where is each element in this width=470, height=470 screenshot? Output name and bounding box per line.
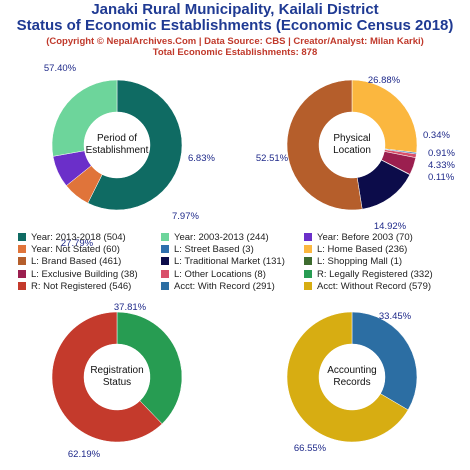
legend-item: Acct: Without Record (579)	[304, 281, 431, 292]
legend-label: L: Traditional Market (131)	[174, 256, 285, 267]
donut-2-percent-label-1: 26.88%	[368, 75, 401, 86]
legend-item: R: Not Registered (546)	[18, 281, 131, 292]
legend-item: L: Home Based (236)	[304, 244, 407, 255]
donut-1-percent-label-2: 6.83%	[188, 153, 215, 164]
legend-label: Acct: Without Record (579)	[317, 281, 431, 292]
donut-4-percent-label-2: 66.55%	[294, 443, 327, 454]
legend-swatch	[18, 270, 26, 278]
legend-label: L: Shopping Mall (1)	[317, 256, 402, 267]
donut-2-percent-label-7: 52.51%	[256, 153, 289, 164]
legend-swatch	[18, 282, 26, 290]
donut-3-percent-label-2: 62.19%	[68, 449, 101, 460]
legend-label: R: Not Registered (546)	[31, 281, 131, 292]
donut-3-center-label: Registration	[90, 365, 143, 376]
donut-2-percent-label-4: 4.33%	[428, 160, 455, 171]
legend-swatch	[161, 245, 169, 253]
legend-label: Year: 2013-2018 (504)	[31, 232, 126, 243]
donut-4-center-label: Records	[333, 377, 370, 388]
legend-item: Year: 2013-2018 (504)	[18, 232, 126, 243]
legend-label: Acct: With Record (291)	[174, 281, 275, 292]
legend-swatch	[161, 233, 169, 241]
donut-1-percent-label-1: 57.40%	[44, 63, 77, 74]
legend-label: L: Exclusive Building (38)	[31, 269, 138, 280]
legend-item: R: Legally Registered (332)	[304, 269, 433, 280]
donut-1-center-label: Establishment	[86, 145, 149, 156]
legend-swatch	[18, 257, 26, 265]
donut-1-center-label: Period of	[97, 133, 137, 144]
legend-item: L: Shopping Mall (1)	[304, 256, 402, 267]
legend-swatch	[161, 282, 169, 290]
legend-item: L: Exclusive Building (38)	[18, 269, 138, 280]
legend-swatch	[161, 257, 169, 265]
legend-item: Year: Before 2003 (70)	[304, 232, 413, 243]
legend-item: L: Traditional Market (131)	[161, 256, 285, 267]
donut-4-percent-label-1: 33.45%	[379, 311, 412, 322]
donut-2-percent-label-2: 0.34%	[423, 130, 450, 141]
legend-label: R: Legally Registered (332)	[317, 269, 433, 280]
legend-swatch	[304, 257, 312, 265]
donut-1-percent-label-3: 7.97%	[172, 211, 199, 222]
legend-item: L: Brand Based (461)	[18, 256, 121, 267]
legend-label: Year: Not Stated (60)	[31, 244, 120, 255]
legend-item: L: Other Locations (8)	[161, 269, 266, 280]
legend-label: Year: 2003-2013 (244)	[174, 232, 269, 243]
legend-item: Year: Not Stated (60)	[18, 244, 120, 255]
legend-item: Year: 2003-2013 (244)	[161, 232, 269, 243]
donut-2-percent-label-3: 0.91%	[428, 148, 455, 159]
donut-2-center-label: Location	[333, 145, 371, 156]
donut-2-center-label: Physical	[333, 133, 370, 144]
legend-swatch	[304, 282, 312, 290]
donut-3-center-label: Status	[103, 377, 131, 388]
legend-item: L: Street Based (3)	[161, 244, 254, 255]
legend-label: L: Home Based (236)	[317, 244, 407, 255]
legend-label: Year: Before 2003 (70)	[317, 232, 413, 243]
legend-item: Acct: With Record (291)	[161, 281, 275, 292]
legend-swatch	[161, 270, 169, 278]
legend-label: L: Street Based (3)	[174, 244, 254, 255]
donut-2-percent-label-5: 0.11%	[428, 172, 455, 183]
legend-swatch	[18, 233, 26, 241]
legend-swatch	[18, 245, 26, 253]
donut-4-center-label: Accounting	[327, 365, 376, 376]
legend-swatch	[304, 245, 312, 253]
legend-label: L: Other Locations (8)	[174, 269, 266, 280]
legend-swatch	[304, 233, 312, 241]
legend-label: L: Brand Based (461)	[31, 256, 121, 267]
donut-2-percent-label-6: 14.92%	[374, 221, 407, 232]
donut-3-percent-label-1: 37.81%	[114, 302, 147, 313]
legend-swatch	[304, 270, 312, 278]
